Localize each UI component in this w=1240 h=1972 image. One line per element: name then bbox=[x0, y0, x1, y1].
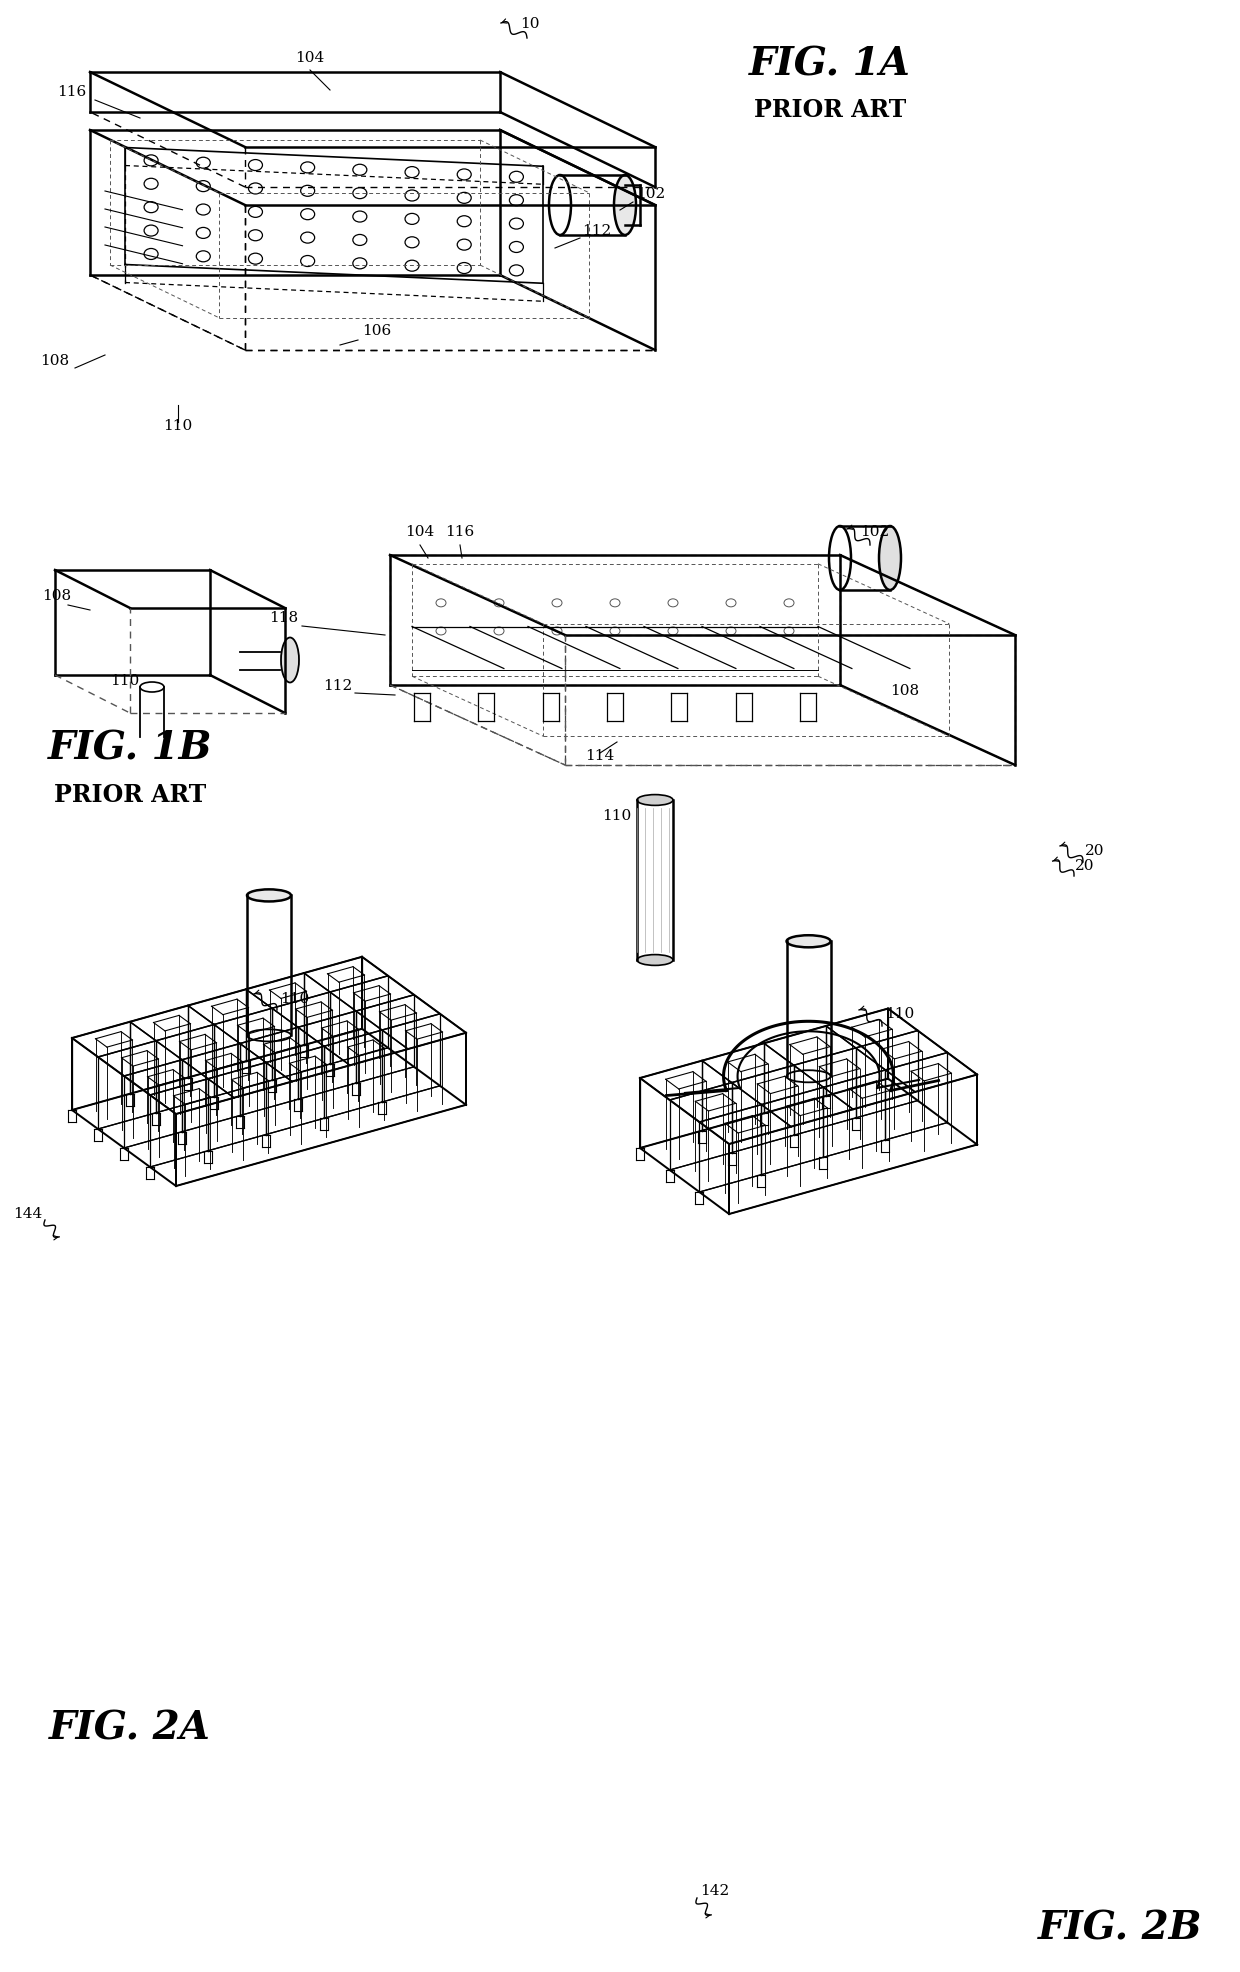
Text: 114: 114 bbox=[585, 749, 615, 763]
Ellipse shape bbox=[786, 1071, 831, 1083]
Text: 108: 108 bbox=[890, 684, 919, 698]
Text: 142: 142 bbox=[701, 1883, 729, 1897]
Text: 108: 108 bbox=[40, 355, 69, 369]
Ellipse shape bbox=[879, 527, 901, 590]
Text: 112: 112 bbox=[324, 678, 352, 692]
Text: 112: 112 bbox=[582, 225, 611, 239]
Text: FIG. 1A: FIG. 1A bbox=[749, 45, 911, 85]
Ellipse shape bbox=[247, 889, 291, 901]
Text: 110: 110 bbox=[280, 992, 309, 1006]
Text: 116: 116 bbox=[445, 525, 475, 538]
Text: FIG. 2A: FIG. 2A bbox=[50, 1710, 211, 1747]
Text: 116: 116 bbox=[57, 85, 87, 99]
Ellipse shape bbox=[281, 637, 299, 682]
Text: 102: 102 bbox=[636, 187, 665, 201]
Text: PRIOR ART: PRIOR ART bbox=[754, 99, 906, 122]
Ellipse shape bbox=[637, 795, 673, 805]
Ellipse shape bbox=[247, 1029, 291, 1041]
Text: 110: 110 bbox=[110, 674, 140, 688]
Text: 20: 20 bbox=[1075, 860, 1095, 874]
Text: PRIOR ART: PRIOR ART bbox=[53, 783, 206, 807]
Text: 106: 106 bbox=[362, 323, 392, 337]
Text: 108: 108 bbox=[42, 590, 71, 603]
Text: 110: 110 bbox=[885, 1008, 914, 1021]
Text: 104: 104 bbox=[295, 51, 325, 65]
Text: 102: 102 bbox=[861, 525, 889, 538]
Text: FIG. 2B: FIG. 2B bbox=[1038, 1909, 1203, 1946]
Text: 10: 10 bbox=[521, 18, 539, 32]
Text: 110: 110 bbox=[164, 418, 192, 434]
Ellipse shape bbox=[786, 935, 831, 947]
Ellipse shape bbox=[614, 176, 636, 235]
Text: 144: 144 bbox=[12, 1207, 42, 1221]
Text: FIG. 1B: FIG. 1B bbox=[48, 730, 212, 767]
Text: 110: 110 bbox=[603, 809, 631, 822]
Text: 118: 118 bbox=[269, 611, 298, 625]
Ellipse shape bbox=[637, 954, 673, 966]
Text: 20: 20 bbox=[1085, 844, 1105, 858]
Text: 104: 104 bbox=[405, 525, 435, 538]
